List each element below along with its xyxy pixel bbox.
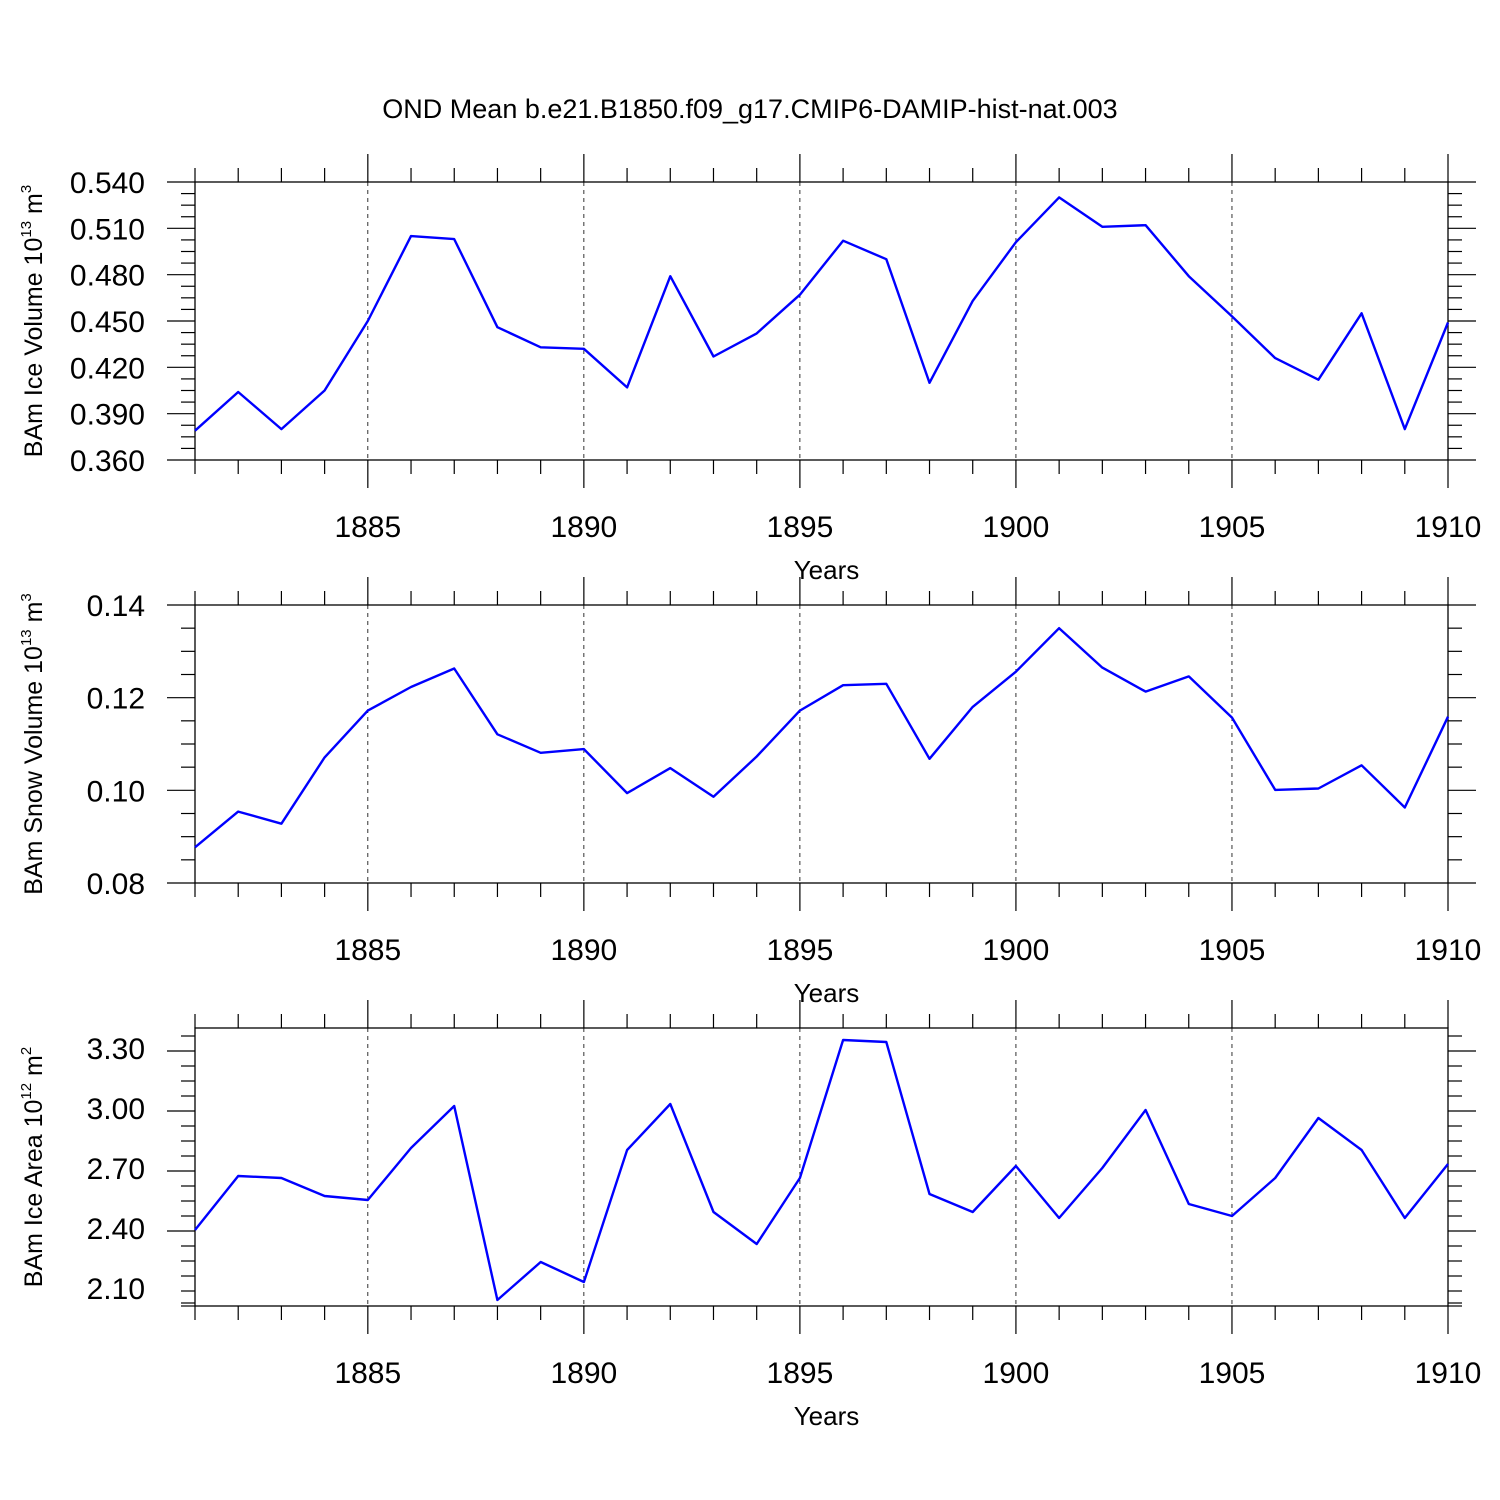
y-tick-label: 0.390	[70, 399, 145, 432]
series-line	[194, 627, 1450, 849]
x-tick-label: 1910	[1415, 511, 1482, 544]
plots-container: 1885 1890 1895 1900 1905 1910 0.360 0.390 0.420 0…	[18, 154, 1481, 1431]
y-tick-label: 0.420	[70, 352, 145, 385]
y-axis-label: BAm Ice Volume 1013 m3	[18, 185, 48, 457]
y-tick-label: 0.10	[87, 775, 145, 808]
x-tick-label: 1890	[550, 1357, 617, 1390]
y-axis-label: BAm Snow Volume 1013 m3	[18, 593, 48, 895]
y-tick-label: 0.540	[70, 167, 145, 200]
y-tick-label: 0.360	[70, 445, 145, 478]
x-tick-label: 1895	[767, 511, 834, 544]
x-tick-label: 1900	[983, 511, 1050, 544]
x-tick-label: 1910	[1415, 934, 1482, 967]
series-line	[194, 196, 1450, 432]
x-tick-label: 1900	[983, 934, 1050, 967]
plot-frame	[194, 604, 1449, 884]
panel-ice-area: 1885 1890 1895 1900 1905 1910 2.10 2.40 2.70 3.00…	[18, 1000, 1481, 1431]
plot-frame	[194, 1027, 1449, 1307]
y-tick-label: 0.450	[70, 306, 145, 339]
y-tick-label: 0.12	[87, 683, 145, 716]
x-tick-label: 1895	[767, 934, 834, 967]
x-tick-label: 1905	[1199, 1357, 1266, 1390]
y-tick-label: 2.40	[87, 1213, 145, 1246]
y-tick-label: 0.510	[70, 213, 145, 246]
x-axis-label: Years	[794, 1401, 860, 1431]
x-tick-label: 1900	[983, 1357, 1050, 1390]
y-tick-label: 2.70	[87, 1153, 145, 1186]
y-tick-label: 0.14	[87, 590, 145, 623]
panel-snow-volume: 1885 1890 1895 1900 1905 1910 0.08 0.10 0.12 0.14…	[18, 577, 1481, 1008]
x-axis-label: Years	[794, 978, 860, 1008]
y-tick-label: 3.00	[87, 1093, 145, 1126]
x-tick-label: 1885	[334, 934, 401, 967]
x-tick-label: 1895	[767, 1357, 834, 1390]
y-tick-label: 2.10	[87, 1273, 145, 1306]
x-tick-label: 1910	[1415, 1357, 1482, 1390]
y-tick-label: 0.480	[70, 260, 145, 293]
panel-ice-volume: 1885 1890 1895 1900 1905 1910 0.360 0.390 0.420 0…	[18, 154, 1481, 585]
y-tick-label: 0.08	[87, 868, 145, 901]
figure-title: OND Mean b.e21.B1850.f09_g17.CMIP6-DAMIP…	[382, 94, 1117, 124]
series-line	[194, 1038, 1449, 1302]
x-tick-label: 1905	[1199, 511, 1266, 544]
x-tick-label: 1890	[550, 511, 617, 544]
x-axis-label: Years	[794, 555, 860, 585]
y-tick-label: 3.30	[87, 1033, 145, 1066]
x-tick-label: 1905	[1199, 934, 1266, 967]
x-tick-label: 1890	[550, 934, 617, 967]
plot-frame	[194, 181, 1449, 461]
x-tick-label: 1885	[334, 511, 401, 544]
x-tick-label: 1885	[334, 1357, 401, 1390]
y-axis-label: BAm Ice Area 1012 m2	[18, 1047, 48, 1287]
